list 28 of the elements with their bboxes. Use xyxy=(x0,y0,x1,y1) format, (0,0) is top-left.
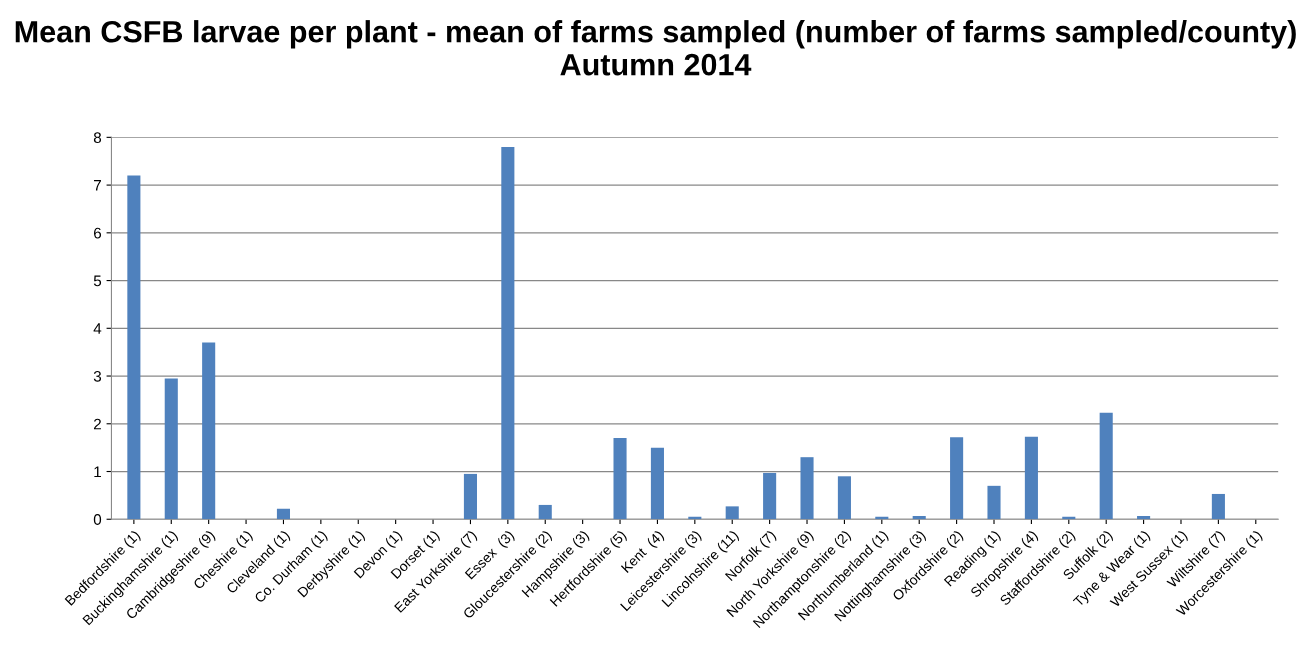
bar xyxy=(164,378,178,520)
bar xyxy=(950,437,964,520)
bar xyxy=(650,447,664,520)
bar xyxy=(501,146,515,520)
bar xyxy=(1211,493,1225,520)
bar xyxy=(800,457,814,520)
bar xyxy=(463,473,477,520)
chart-title: Mean CSFB larvae per plant - mean of farms sampled (number of farms sampled/county) Autumn 2014 xyxy=(15,20,1296,76)
y-tick-label: 8 xyxy=(93,132,102,144)
bar xyxy=(837,476,851,520)
bar xyxy=(613,438,627,520)
y-tick-label: 5 xyxy=(93,275,102,287)
y-tick-label: 0 xyxy=(93,514,102,525)
bar xyxy=(987,485,1001,520)
y-tick-label: 2 xyxy=(93,418,101,430)
bar xyxy=(202,342,216,520)
bar xyxy=(1099,412,1113,520)
bar xyxy=(127,175,141,520)
y-tick-label: 1 xyxy=(94,466,101,478)
bar xyxy=(276,508,291,520)
y-tick-label: 6 xyxy=(93,227,102,239)
bar xyxy=(763,472,777,520)
bar xyxy=(1024,436,1038,520)
bar xyxy=(725,506,739,520)
y-tick-label: 3 xyxy=(93,370,102,382)
y-tick-label: 4 xyxy=(93,323,102,334)
y-tick-label: 7 xyxy=(94,180,101,191)
bar xyxy=(538,504,552,520)
